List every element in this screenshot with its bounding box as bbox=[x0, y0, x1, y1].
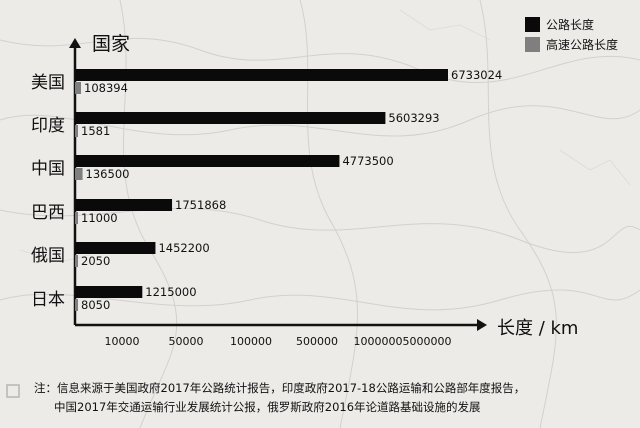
x-tick-label: 5000000 bbox=[403, 335, 452, 348]
category-label: 美国 bbox=[31, 73, 65, 93]
x-tick-label: 500000 bbox=[296, 335, 338, 348]
y-axis-label: 国家 bbox=[92, 33, 130, 55]
bar-value-label: 1452200 bbox=[158, 241, 209, 255]
bar-value-label: 2050 bbox=[81, 254, 110, 268]
road-length-bar bbox=[75, 286, 143, 298]
bar-value-label: 4773500 bbox=[342, 154, 393, 168]
legend-label-road: 公路长度 bbox=[546, 17, 595, 32]
x-axis-label: 长度 / km bbox=[497, 318, 578, 339]
legend-swatch-highway bbox=[525, 36, 540, 52]
bar-value-label: 108394 bbox=[84, 81, 128, 95]
legend: 公路长度 高速公路长度 bbox=[525, 14, 618, 54]
category-label: 俄国 bbox=[31, 246, 65, 266]
legend-item-highway: 高速公路长度 bbox=[525, 34, 618, 54]
bar-value-label: 1581 bbox=[81, 124, 110, 138]
category-label: 巴西 bbox=[31, 203, 65, 223]
x-tick-label: 10000 bbox=[105, 335, 140, 348]
x-tick-label: 50000 bbox=[169, 335, 204, 348]
x-tick-label: 100000 bbox=[230, 335, 272, 348]
bar-value-label: 1751868 bbox=[175, 198, 226, 212]
road-length-bar bbox=[75, 69, 448, 81]
source-note-line2: 中国2017年交通运输行业发展统计公报，俄罗斯政府2016年论道路基础设施的发展 bbox=[54, 400, 481, 414]
category-label: 印度 bbox=[31, 116, 65, 136]
highway-length-bar bbox=[75, 82, 82, 94]
source-note: 注：信息来源于美国政府2017年公路统计报告，印度政府2017-18公路运输和公… bbox=[34, 379, 594, 417]
road-length-bar bbox=[75, 155, 340, 167]
highway-length-bar bbox=[75, 168, 83, 180]
watermark-logo bbox=[6, 384, 66, 418]
watermark-icon bbox=[6, 384, 20, 398]
legend-label-highway: 高速公路长度 bbox=[546, 37, 619, 52]
highway-length-bar bbox=[75, 125, 78, 137]
legend-swatch-road bbox=[525, 16, 540, 32]
highway-length-bar bbox=[75, 255, 78, 267]
x-tick-label: 1000000 bbox=[354, 335, 403, 348]
road-length-bar bbox=[75, 242, 156, 254]
bar-value-label: 11000 bbox=[81, 211, 118, 225]
road-length-bar bbox=[75, 199, 173, 211]
x-axis-arrow bbox=[477, 319, 487, 331]
bar-value-label: 136500 bbox=[86, 167, 130, 181]
bar-value-label: 5603293 bbox=[388, 111, 439, 125]
source-note-line1: 注：信息来源于美国政府2017年公路统计报告，印度政府2017-18公路运输和公… bbox=[34, 381, 526, 395]
category-label: 中国 bbox=[31, 159, 65, 179]
y-axis-arrow bbox=[69, 38, 81, 48]
highway-length-bar bbox=[75, 212, 78, 224]
category-label: 日本 bbox=[31, 290, 65, 310]
legend-item-road: 公路长度 bbox=[525, 14, 618, 34]
road-length-bar bbox=[75, 112, 386, 124]
bar-value-label: 1215000 bbox=[145, 285, 196, 299]
bar-value-label: 8050 bbox=[81, 298, 110, 312]
highway-length-bar bbox=[75, 299, 78, 311]
bar-value-label: 6733024 bbox=[451, 68, 502, 82]
